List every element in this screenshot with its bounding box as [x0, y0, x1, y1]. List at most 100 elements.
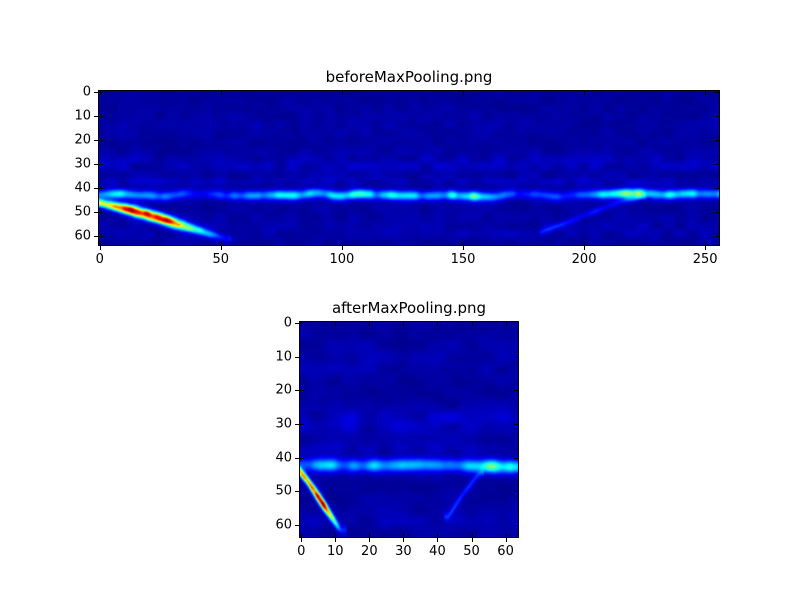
y-tick-mark-right-inner — [514, 356, 518, 358]
y-tick-mark — [295, 491, 299, 493]
y-tick-mark-right-inner — [715, 139, 719, 141]
y-tick-mark-right-inner — [715, 115, 719, 117]
y-tick-mark-right-inner — [715, 187, 719, 189]
x-tick-label: 50 — [463, 544, 480, 559]
y-tick-mark-right-inner — [715, 91, 719, 93]
x-tick-mark-top-inner — [705, 91, 707, 95]
x-tick-mark — [471, 538, 473, 542]
y-tick-mark-inner — [300, 390, 304, 392]
x-tick-mark — [462, 246, 464, 250]
before-maxpooling-plot: 0 50 100 150 200 250 0 10 20 30 40 50 60 — [74, 84, 720, 267]
y-tick-mark-inner — [99, 115, 103, 117]
y-tick-mark-inner — [99, 212, 103, 214]
y-tick-mark — [94, 139, 98, 141]
y-tick-mark-right-inner — [715, 236, 719, 238]
before-plot-title: beforeMaxPooling.png — [325, 68, 493, 86]
x-tick-mark-top-inner — [335, 322, 337, 326]
y-tick-mark-inner — [99, 187, 103, 189]
y-tick-label: 30 — [275, 416, 292, 432]
y-tick-label: 60 — [275, 517, 292, 533]
y-tick-mark-inner — [300, 524, 304, 526]
y-tick-mark-right-inner — [715, 163, 719, 165]
x-tick-mark-top-inner — [220, 91, 222, 95]
x-tick-label: 0 — [95, 252, 104, 267]
y-tick-label: 60 — [74, 228, 91, 244]
x-tick-mark — [437, 538, 439, 542]
x-tick-mark-top-inner — [505, 322, 507, 326]
x-tick-mark-inner — [335, 533, 337, 537]
y-tick-mark — [295, 423, 299, 425]
x-tick-mark-inner — [369, 533, 371, 537]
y-tick-label: 30 — [74, 156, 91, 172]
y-tick-label: 40 — [74, 180, 91, 196]
x-tick-mark — [505, 538, 507, 542]
x-tick-mark-top-inner — [437, 322, 439, 326]
y-tick-mark-inner — [99, 236, 103, 238]
x-tick-label: 200 — [571, 252, 597, 267]
x-tick-mark-top-inner — [462, 91, 464, 95]
x-tick-mark-inner — [462, 241, 464, 245]
y-tick-mark — [94, 236, 98, 238]
x-tick-mark — [403, 538, 405, 542]
x-tick-mark-top-inner — [369, 322, 371, 326]
x-tick-mark — [220, 246, 222, 250]
y-tick-mark — [94, 91, 98, 93]
y-tick-label: 50 — [275, 483, 292, 499]
y-tick-label: 10 — [275, 349, 292, 365]
x-tick-mark-inner — [99, 241, 101, 245]
x-tick-label: 10 — [326, 544, 344, 559]
x-tick-mark — [335, 538, 337, 542]
x-tick-label: 150 — [450, 252, 476, 267]
heatmap-canvas-after — [300, 322, 518, 537]
x-tick-label: 250 — [692, 252, 718, 267]
y-tick-mark-inner — [99, 91, 103, 93]
x-tick-mark-inner — [220, 241, 222, 245]
y-tick-label: 10 — [74, 108, 91, 124]
y-tick-mark — [295, 457, 299, 459]
x-tick-mark-top-inner — [471, 322, 473, 326]
y-tick-label: 0 — [283, 315, 292, 331]
x-tick-mark-inner — [705, 241, 707, 245]
y-tick-mark-right-inner — [514, 457, 518, 459]
y-tick-mark-right-inner — [514, 323, 518, 325]
x-tick-label: 20 — [361, 544, 378, 559]
y-tick-mark — [295, 390, 299, 392]
x-tick-mark-inner — [403, 533, 405, 537]
x-tick-label: 60 — [497, 544, 514, 559]
y-tick-mark — [94, 187, 98, 189]
x-tick-mark-top-inner — [99, 91, 101, 95]
after-maxpooling-plot: 0 10 20 30 40 50 60 0 10 20 30 40 50 60 — [275, 316, 519, 559]
y-tick-mark-right-inner — [514, 491, 518, 493]
y-tick-mark-inner — [99, 139, 103, 141]
y-tick-mark-inner — [300, 323, 304, 325]
x-tick-mark — [341, 246, 343, 250]
y-tick-mark-inner — [99, 163, 103, 165]
x-tick-mark — [584, 246, 586, 250]
x-tick-mark — [705, 246, 707, 250]
y-tick-mark — [94, 163, 98, 165]
x-tick-mark-inner — [584, 241, 586, 245]
x-tick-mark-inner — [505, 533, 507, 537]
x-tick-mark-top-inner — [341, 91, 343, 95]
x-tick-label: 40 — [429, 544, 446, 559]
x-tick-label: 0 — [297, 544, 306, 559]
y-tick-label: 20 — [275, 382, 292, 398]
y-tick-mark-right-inner — [514, 524, 518, 526]
x-tick-mark — [369, 538, 371, 542]
y-tick-mark-inner — [300, 356, 304, 358]
y-tick-label: 40 — [275, 450, 292, 466]
x-tick-mark-inner — [301, 533, 303, 537]
y-tick-mark-right-inner — [514, 390, 518, 392]
y-tick-mark — [94, 212, 98, 214]
x-tick-mark-inner — [437, 533, 439, 537]
y-tick-label: 20 — [74, 132, 91, 148]
y-tick-mark-right-inner — [715, 212, 719, 214]
y-tick-mark — [94, 115, 98, 117]
x-tick-label: 30 — [395, 544, 412, 559]
x-tick-mark-top-inner — [584, 91, 586, 95]
x-tick-label: 100 — [329, 252, 355, 267]
y-tick-mark-inner — [300, 457, 304, 459]
x-tick-mark-top-inner — [403, 322, 405, 326]
y-tick-mark — [295, 524, 299, 526]
